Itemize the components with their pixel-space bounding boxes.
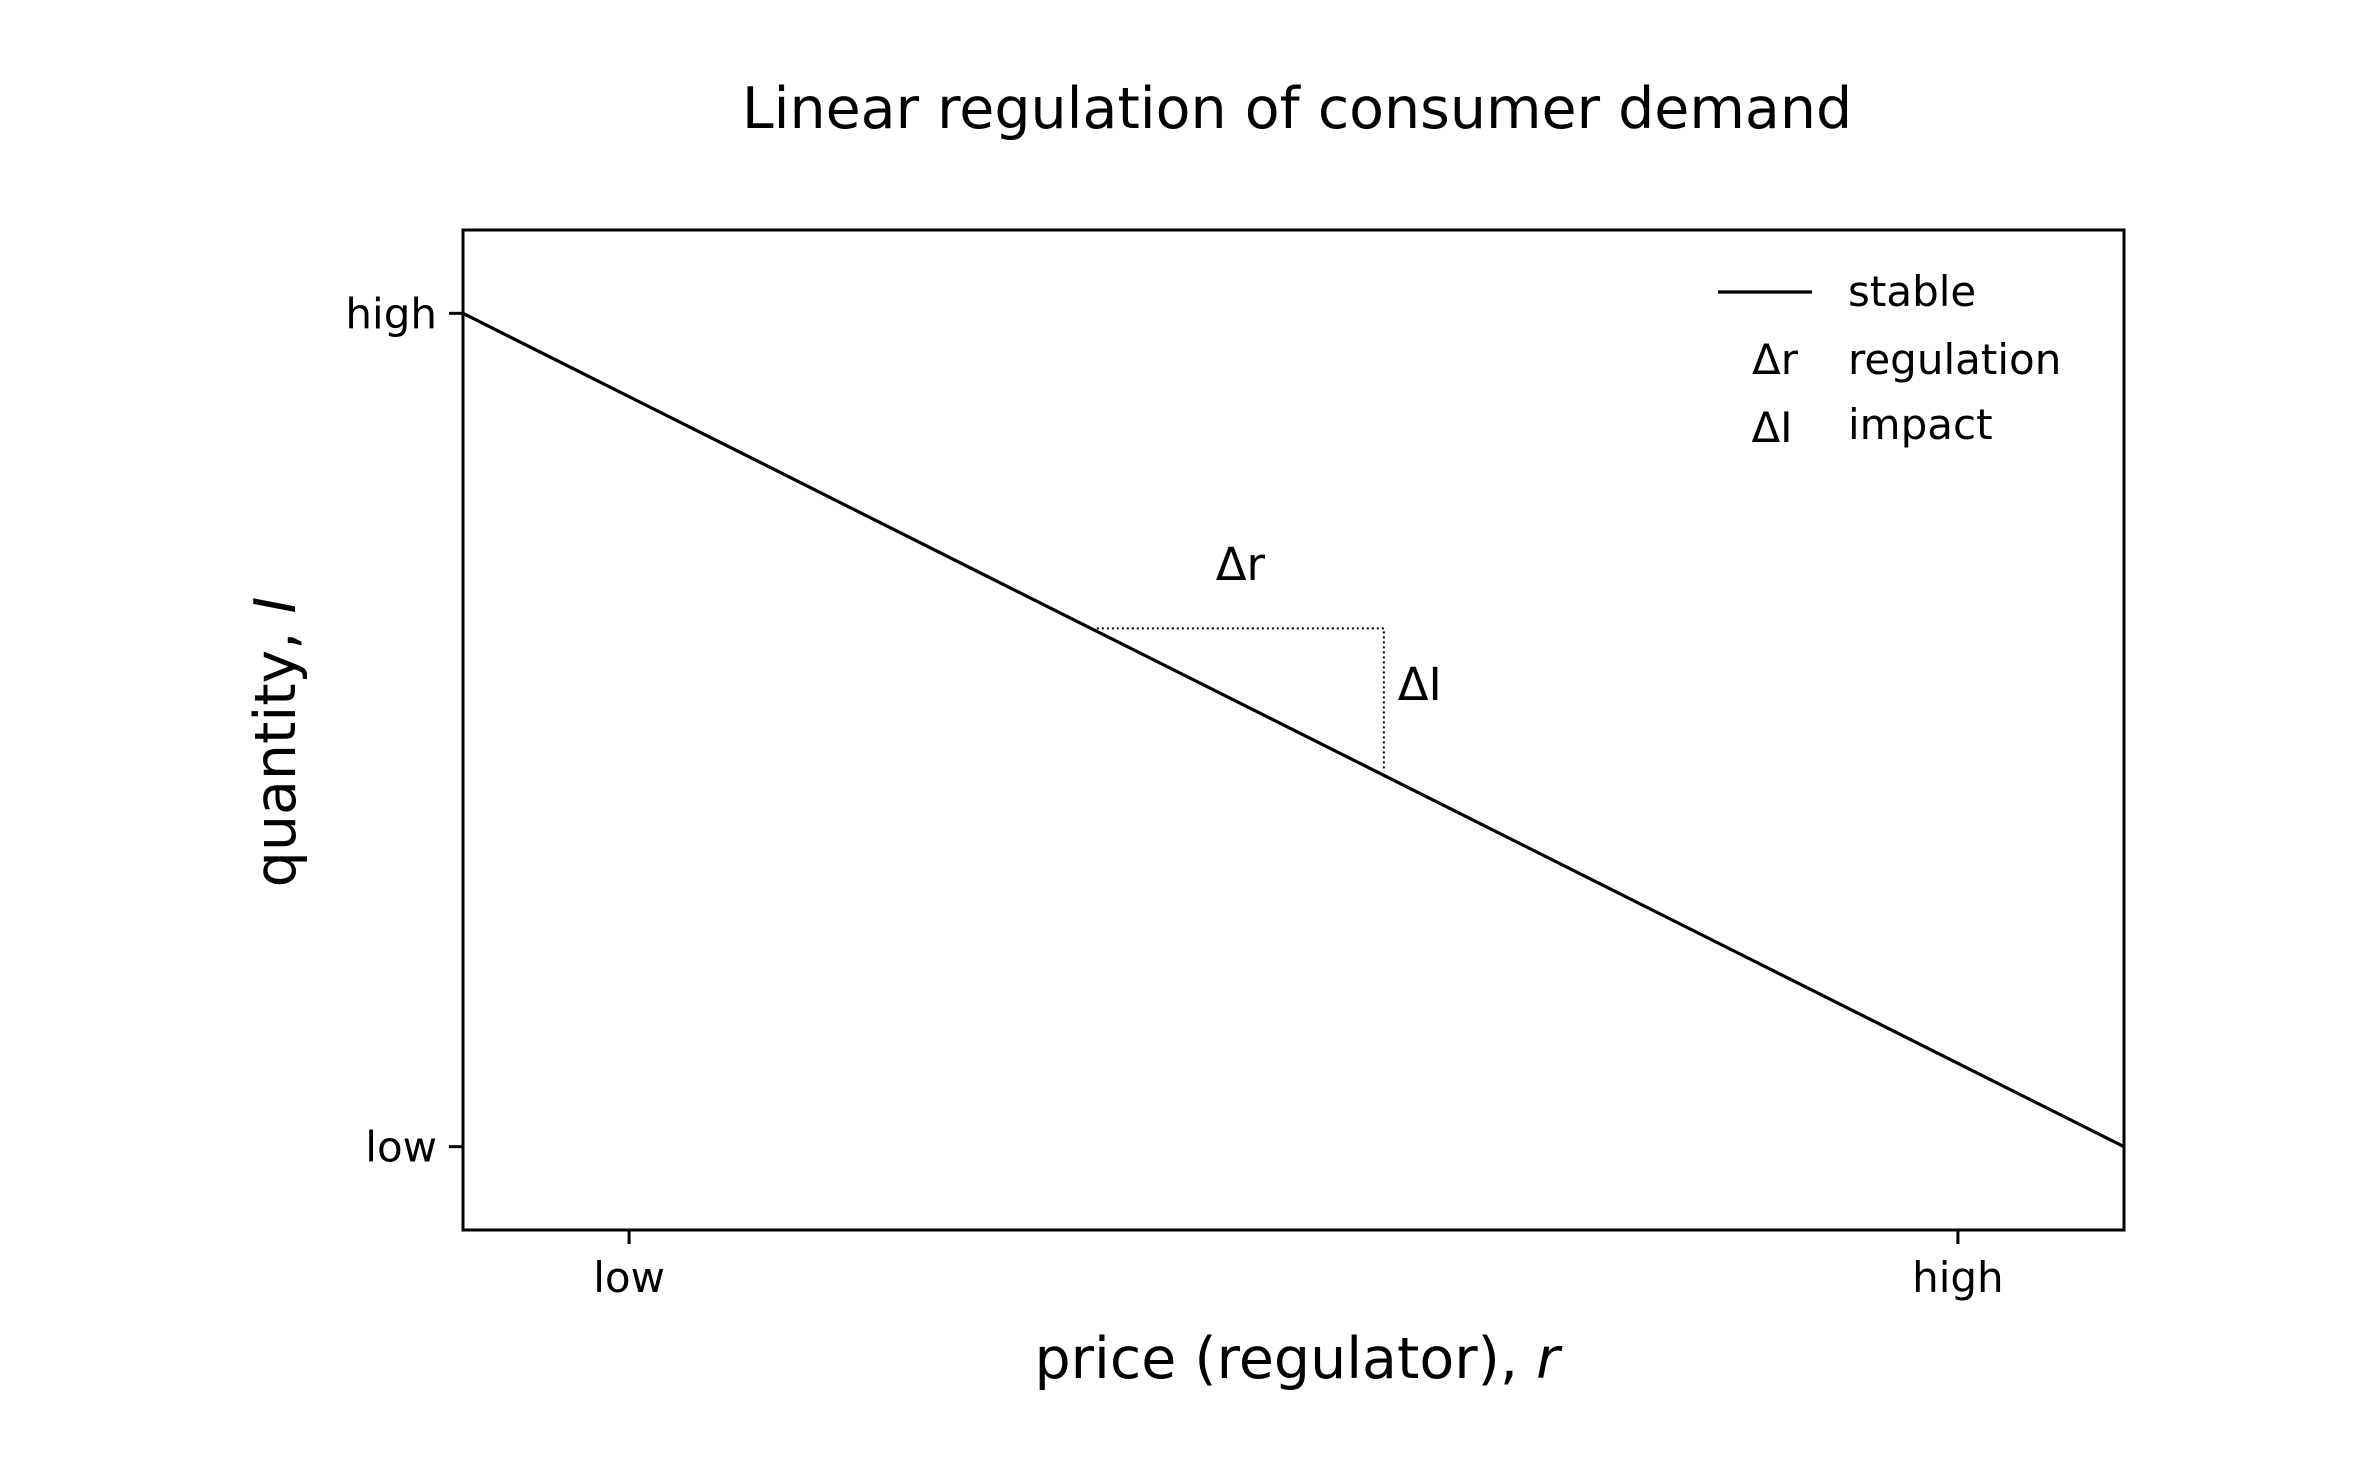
y-tick-label: high: [345, 289, 437, 338]
legend: stable Δr regulation ΔI impact: [1718, 267, 2061, 452]
chart-title: Linear regulation of consumer demand: [742, 76, 1852, 142]
y-tick-label: low: [365, 1123, 437, 1172]
legend-label-regulation: regulation: [1848, 335, 2061, 384]
x-tick-label: high: [1912, 1253, 2004, 1302]
x-axis-label-var: r: [1536, 1326, 1563, 1392]
y-axis-ticks: low high: [345, 289, 463, 1172]
y-axis-label-text: quantity,: [243, 613, 309, 887]
legend-label-impact: impact: [1848, 400, 1993, 449]
plot-area: low high low high Δr ΔI: [345, 228, 2126, 1302]
x-axis-label: price (regulator), r: [1034, 1326, 1563, 1392]
regulation-step-dotted: [1096, 627, 1385, 772]
legend-label-stable: stable: [1848, 267, 1976, 316]
x-tick-label: low: [593, 1253, 665, 1302]
x-axis-ticks: low high: [593, 1230, 2004, 1302]
series-line-stable: [462, 311, 2125, 1149]
y-axis-label-var: I: [243, 597, 309, 614]
legend-symbol-regulation: Δr: [1752, 335, 1799, 384]
legend-symbol-impact: ΔI: [1751, 403, 1792, 452]
annotation-label: ΔI: [1398, 658, 1442, 711]
x-axis-label-text: price (regulator),: [1034, 1326, 1536, 1392]
annotations: Δr ΔI: [1216, 538, 1442, 711]
plot-frame: [461, 228, 2126, 1232]
y-axis-label: quantity, I: [243, 597, 309, 888]
annotation-label: Δr: [1216, 538, 1266, 591]
